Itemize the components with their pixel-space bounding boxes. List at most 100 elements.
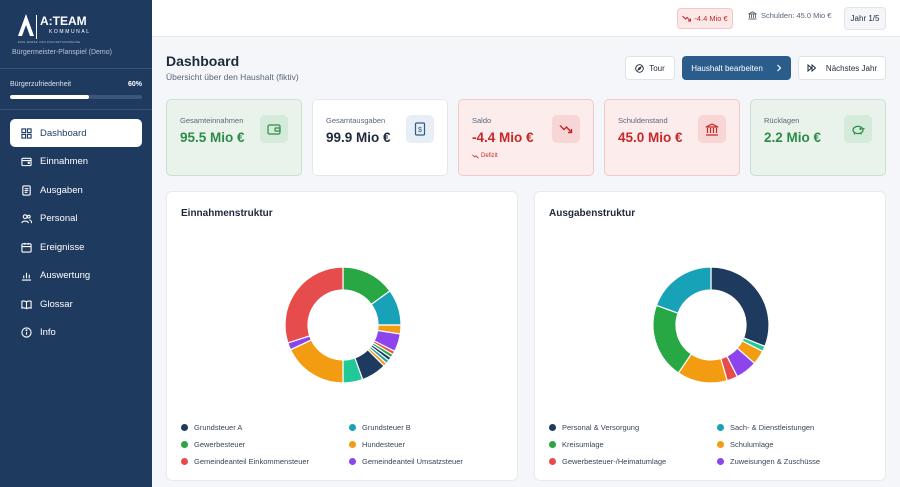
people-icon	[20, 213, 32, 225]
saldo-chip-value: -4.4 Mio €	[694, 14, 728, 23]
receipt-icon: $	[406, 115, 434, 143]
page-subtitle: Übersicht über den Haushalt (fiktiv)	[166, 72, 299, 82]
divider	[0, 68, 152, 69]
legend-label: Grundsteuer B	[362, 423, 411, 432]
receipt-icon	[20, 184, 32, 196]
satisfaction-bar-fill	[10, 95, 90, 99]
sidebar-item-personal[interactable]: Personal	[10, 205, 142, 233]
wallet-icon	[20, 156, 32, 168]
legend-label: Hundesteuer	[362, 440, 405, 449]
chevron-right-icon	[776, 64, 782, 72]
expense-structure-card: Ausgabenstruktur Personal & Versorgung S…	[534, 191, 886, 481]
edit-budget-button[interactable]: Haushalt bearbeiten	[682, 56, 791, 80]
sidebar-item-label: Auswertung	[40, 270, 91, 281]
kpi-label: Gesamteinnahmen	[180, 116, 244, 125]
kpi-card-debt: Schuldenstand 45.0 Mio €	[604, 99, 740, 176]
legend-dot	[717, 424, 724, 431]
topbar: -4.4 Mio € Schulden: 45.0 Mio € Jahr 1/5	[152, 0, 900, 37]
kpi-value: 2.2 Mio €	[764, 130, 822, 145]
legend-dot	[349, 424, 356, 431]
satisfaction-value: 60%	[127, 81, 142, 88]
legend-label: Personal & Versorgung	[562, 423, 640, 432]
legend-dot	[549, 441, 556, 448]
next-year-button[interactable]: Nächstes Jahr	[798, 56, 886, 80]
legend-item: Gemeindeanteil Umsatzsteuer	[349, 457, 509, 466]
wallet-icon	[260, 115, 288, 143]
legend-item: Hundesteuer	[349, 440, 509, 449]
tour-button[interactable]: Tour	[625, 56, 675, 80]
chart-title: Einnahmenstruktur	[181, 208, 273, 219]
page-title: Dashboard	[166, 53, 240, 69]
kpi-label: Rücklagen	[764, 116, 800, 125]
app-subtitle: Bürgermeister-Planspiel (Demo)	[12, 49, 112, 56]
kpi-value: 99.9 Mio €	[326, 130, 391, 145]
legend-item: Grundsteuer B	[349, 423, 509, 432]
sidebar-item-label: Glossar	[40, 298, 73, 310]
debt-chip-value: Schulden: 45.0 Mio €	[761, 11, 832, 20]
info-icon	[20, 327, 32, 339]
chart-title: Ausgabenstruktur	[549, 208, 636, 219]
trend-down-icon	[682, 15, 692, 22]
divider	[0, 109, 152, 110]
sidebar-item-label: Ausgaben	[40, 184, 83, 196]
sidebar: A:TEAM KOMMUNAL EINE MARKE VON ZUKUNFTSK…	[0, 0, 152, 487]
kpi-value: 45.0 Mio €	[618, 130, 683, 145]
legend-label: Zuweisungen & Zuschüsse	[730, 457, 821, 466]
sidebar-item-label: Einnahmen	[40, 156, 89, 167]
legend-item: Gemeindeanteil Einkommensteuer	[181, 457, 349, 466]
sidebar-item-label: Dashboard	[40, 127, 87, 139]
legend-dot	[181, 441, 188, 448]
legend-dot	[181, 424, 188, 431]
legend-dot	[717, 458, 724, 465]
legend-label: Kreisumlage	[562, 440, 604, 449]
logo-text: A:TEAM	[40, 14, 87, 28]
income-donut-chart	[284, 266, 402, 384]
logo-tagline: EINE MARKE VON ZUKUNFTSKOMMUNE	[18, 40, 80, 44]
legend-dot	[549, 424, 556, 431]
sidebar-item-info[interactable]: Info	[10, 319, 142, 347]
piggy-bank-icon	[844, 115, 872, 143]
donut-slice[interactable]	[284, 266, 344, 344]
legend-label: Grundsteuer A	[194, 423, 243, 432]
kpi-card-expenses: Gesamtausgaben 99.9 Mio € $	[312, 99, 448, 176]
donut-slice[interactable]	[652, 304, 693, 374]
kpi-card-saldo: Saldo -4.4 Mio € Defizit	[458, 99, 594, 176]
sidebar-item-dashboard[interactable]: Dashboard	[10, 119, 142, 147]
sidebar-item-ereignisse[interactable]: Ereignisse	[10, 233, 142, 261]
satisfaction-bar	[10, 95, 142, 99]
legend-label: Gewerbesteuer-/Heimatumlage	[562, 457, 667, 466]
sidebar-item-einnahmen[interactable]: Einnahmen	[10, 148, 142, 176]
deficit-note: Defizit	[472, 153, 498, 159]
legend-item: Kreisumlage	[549, 440, 717, 449]
donut-slice[interactable]	[655, 266, 712, 314]
legend-dot	[349, 441, 356, 448]
legend-dot	[549, 458, 556, 465]
book-icon	[20, 298, 32, 310]
sidebar-item-glossar[interactable]: Glossar	[10, 290, 142, 318]
chart-legend: Grundsteuer A Grundsteuer B Gewerbesteue…	[181, 423, 511, 466]
legend-item: Gewerbesteuer-/Heimatumlage	[549, 457, 717, 466]
svg-text:$: $	[418, 127, 422, 134]
sidebar-item-auswertung[interactable]: Auswertung	[10, 262, 142, 290]
sidebar-item-label: Ereignisse	[40, 241, 85, 253]
edit-budget-button-label: Haushalt bearbeiten	[691, 63, 763, 73]
year-chip: Jahr 1/5	[844, 7, 886, 30]
legend-dot	[717, 441, 724, 448]
fast-forward-icon	[807, 64, 817, 72]
expense-donut-chart	[652, 266, 770, 384]
bank-icon	[698, 115, 726, 143]
legend-label: Gemeindeanteil Umsatzsteuer	[362, 457, 463, 466]
legend-label: Gemeindeanteil Einkommensteuer	[194, 457, 310, 466]
legend-item: Gewerbesteuer	[181, 440, 349, 449]
legend-item: Zuweisungen & Zuschüsse	[717, 457, 877, 466]
sidebar-item-label: Info	[40, 327, 56, 338]
bank-icon	[748, 11, 757, 20]
income-structure-card: Einnahmenstruktur Grundsteuer A Grundste…	[166, 191, 518, 481]
saldo-chip: -4.4 Mio €	[677, 8, 733, 29]
sidebar-item-ausgaben[interactable]: Ausgaben	[10, 176, 142, 204]
tour-button-label: Tour	[649, 63, 665, 73]
chart-legend: Personal & Versorgung Sach- & Dienstleis…	[549, 423, 879, 466]
legend-item: Grundsteuer A	[181, 423, 349, 432]
legend-dot	[181, 458, 188, 465]
donut-slice[interactable]	[710, 266, 770, 348]
